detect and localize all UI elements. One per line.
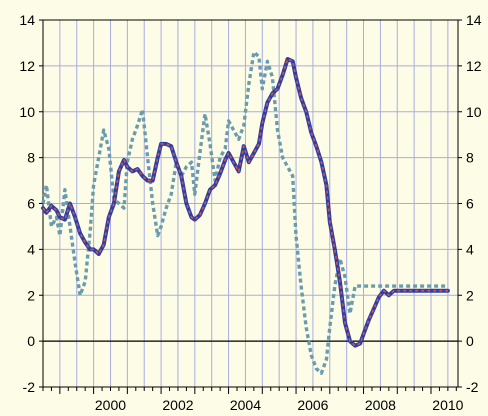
y-tick-label-left: 0 bbox=[27, 333, 35, 349]
y-tick-label-left: 4 bbox=[27, 241, 35, 257]
tick-labels: -2 -2 0 0 2 2 4 4 6 6 8 8 10 10 12 12 14 14 2000 2002 2004 20… bbox=[19, 12, 481, 413]
series-group bbox=[41, 50, 450, 375]
y-tick-label-left: 6 bbox=[27, 196, 35, 212]
y-tick-label-right: 12 bbox=[466, 58, 482, 74]
y-tick-label-right: 6 bbox=[466, 196, 474, 212]
y-tick-label-right: 2 bbox=[466, 287, 474, 303]
y-tick-label-left: -2 bbox=[23, 379, 36, 395]
y-tick-label-right: 14 bbox=[466, 12, 482, 28]
x-tick-label: 2002 bbox=[162, 397, 193, 413]
y-tick-label-left: 2 bbox=[27, 287, 35, 303]
y-tick-label-right: 10 bbox=[466, 104, 482, 120]
y-tick-label-left: 12 bbox=[19, 58, 35, 74]
series-line-dotted bbox=[41, 50, 448, 375]
y-tick-label-left: 14 bbox=[19, 12, 35, 28]
x-tick-label: 2006 bbox=[297, 397, 328, 413]
x-tick-label: 2008 bbox=[365, 397, 396, 413]
x-tick-label: 2010 bbox=[432, 397, 463, 413]
y-tick-label-left: 8 bbox=[27, 150, 35, 166]
y-tick-label-right: 4 bbox=[466, 241, 474, 257]
y-tick-label-right: 8 bbox=[466, 150, 474, 166]
y-tick-label-left: 10 bbox=[19, 104, 35, 120]
y-tick-label-right: -2 bbox=[466, 379, 479, 395]
x-tick-label: 2004 bbox=[230, 397, 261, 413]
x-tick-label: 2000 bbox=[95, 397, 126, 413]
y-tick-label-right: 0 bbox=[466, 333, 474, 349]
series-line-overlay bbox=[42, 58, 448, 347]
